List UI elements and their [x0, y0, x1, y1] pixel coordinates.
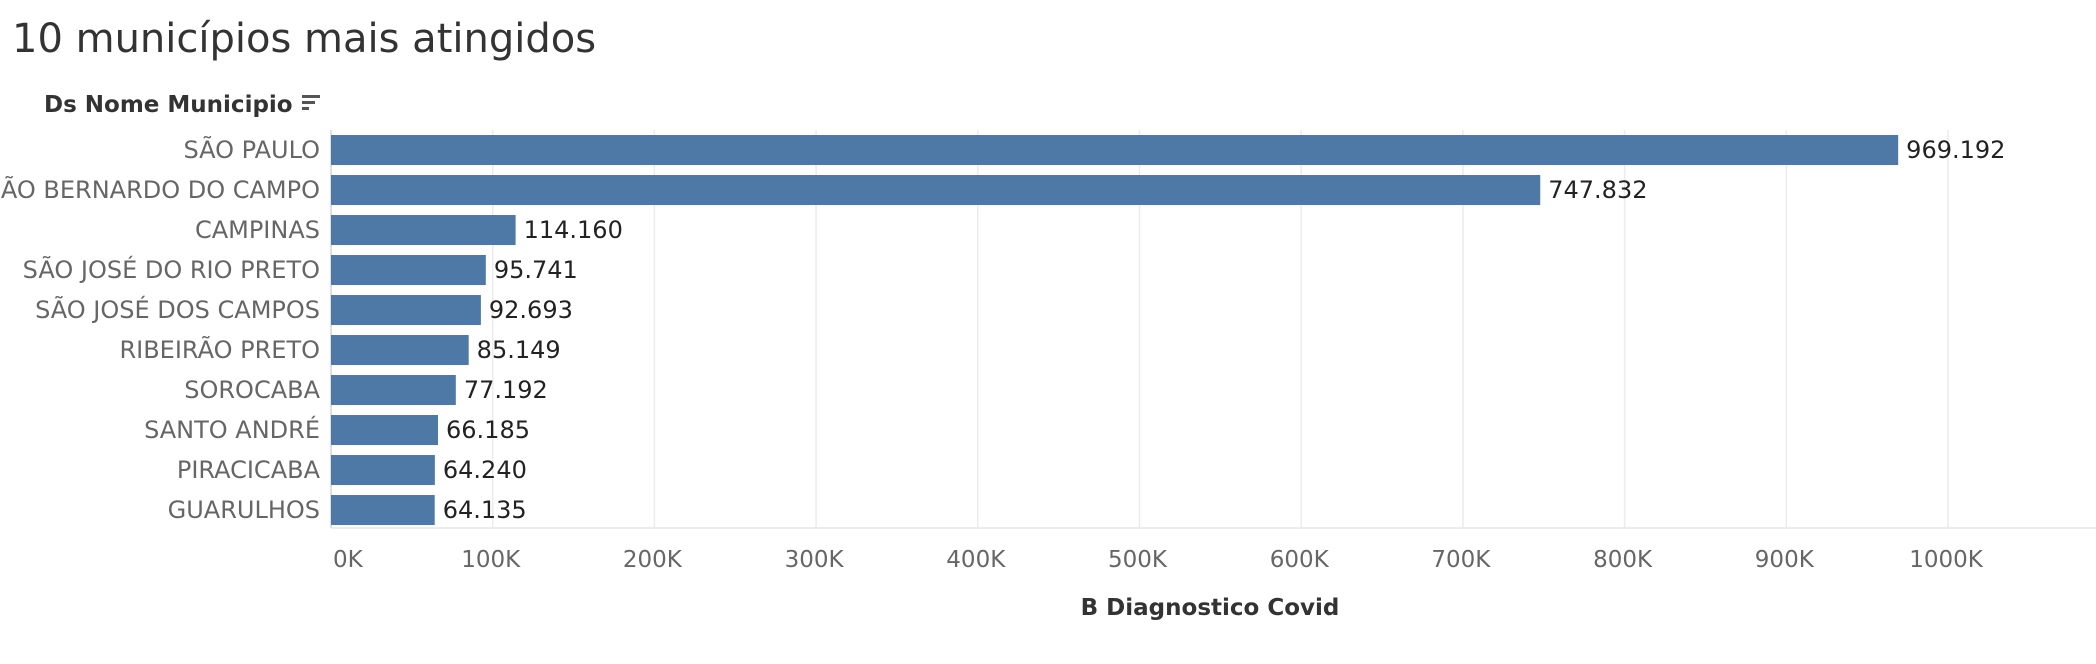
category-label: SANTO ANDRÉ — [144, 415, 320, 444]
x-tick-label: 300K — [785, 547, 845, 573]
bar[interactable] — [331, 135, 1899, 165]
category-label: SÃO JOSÉ DO RIO PRETO — [23, 254, 320, 284]
bar[interactable] — [331, 335, 469, 365]
x-tick-label: 0K — [333, 547, 364, 573]
category-label: PIRACICABA — [177, 456, 321, 484]
x-tick-label: 800K — [1593, 547, 1653, 573]
category-label: SOROCABA — [184, 376, 320, 404]
row-header-label: Ds Nome Municipio — [44, 92, 293, 118]
category-label: RIBEIRÃO PRETO — [119, 334, 320, 364]
bar[interactable] — [331, 295, 481, 325]
bar[interactable] — [331, 375, 456, 405]
bar[interactable] — [331, 175, 1541, 205]
category-label: SÃO BERNARDO DO CAMPO — [0, 174, 320, 204]
category-label: SÃO JOSÉ DOS CAMPOS — [35, 294, 320, 324]
bar[interactable] — [331, 415, 439, 445]
value-label: 64.240 — [443, 456, 527, 484]
bar[interactable] — [331, 215, 516, 245]
value-label: 92.693 — [489, 296, 573, 324]
value-label: 77.192 — [464, 376, 548, 404]
category-label: SÃO PAULO — [183, 134, 320, 164]
value-label: 66.185 — [446, 416, 530, 444]
x-tick-label: 200K — [623, 547, 683, 573]
bar[interactable] — [331, 495, 435, 525]
x-axis-title: B Diagnostico Covid — [1081, 595, 1340, 621]
value-label: 95.741 — [494, 256, 578, 284]
value-label: 114.160 — [524, 216, 623, 244]
x-tick-label: 900K — [1755, 547, 1815, 573]
value-label: 969.192 — [1906, 136, 2005, 164]
value-label: 85.149 — [477, 336, 561, 364]
category-label: GUARULHOS — [168, 496, 320, 524]
category-label: CAMPINAS — [195, 216, 320, 244]
x-tick-label: 400K — [946, 547, 1006, 573]
x-tick-label: 600K — [1270, 547, 1330, 573]
x-tick-label: 100K — [461, 547, 521, 573]
x-tick-label: 700K — [1431, 547, 1491, 573]
x-tick-label: 1000K — [1909, 547, 1984, 573]
bar[interactable] — [331, 455, 435, 485]
chart-title: 10 municípios mais atingidos — [12, 16, 597, 62]
row-header: Ds Nome Municipio — [44, 92, 321, 118]
bar[interactable] — [331, 255, 486, 285]
value-label: 64.135 — [443, 496, 527, 524]
value-label: 747.832 — [1548, 176, 1647, 204]
x-tick-label: 500K — [1108, 547, 1168, 573]
sort-descending-icon[interactable] — [301, 93, 321, 117]
